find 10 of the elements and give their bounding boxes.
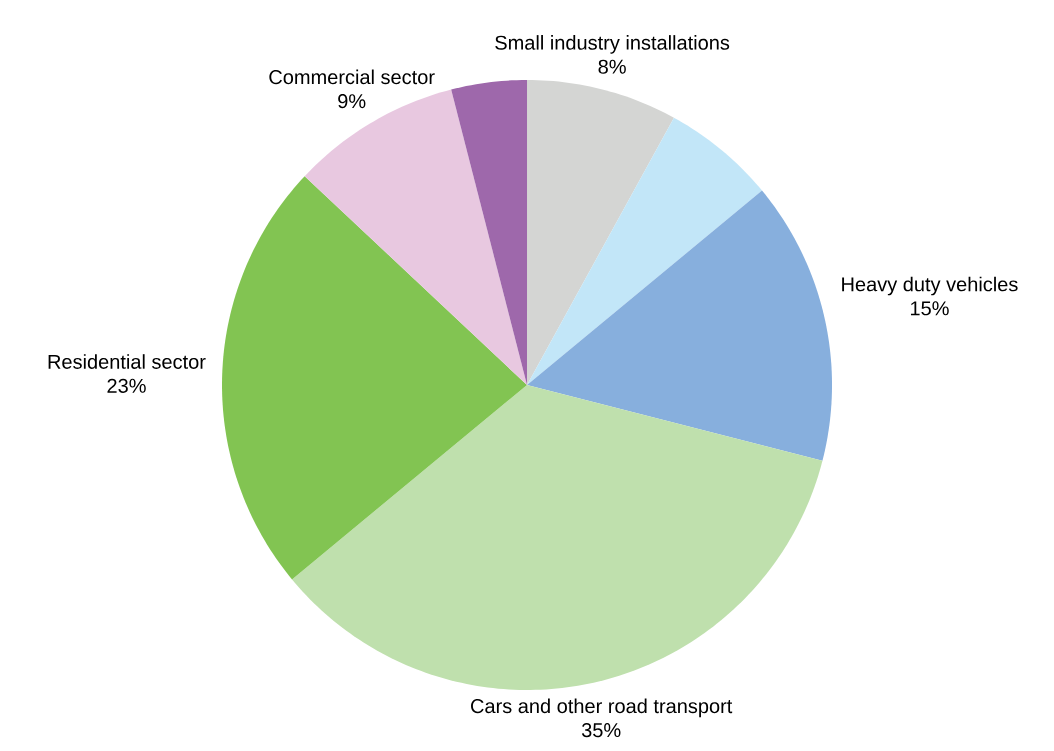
slice-label: Residential sector: [48, 354, 206, 369]
slice-label: Cars and other road transport: [471, 698, 733, 718]
slice-label: Heavy duty vehicles: [842, 276, 1018, 296]
data-label: 23%: [107, 378, 146, 393]
data-label: 8%: [598, 59, 626, 74]
data-label: 35%: [581, 723, 621, 738]
data-label: 15%: [910, 301, 949, 316]
slice-label: Small industry installations: [495, 35, 730, 54]
slice-label: Commercial sector: [269, 69, 435, 85]
data-label: 9%: [338, 94, 366, 109]
